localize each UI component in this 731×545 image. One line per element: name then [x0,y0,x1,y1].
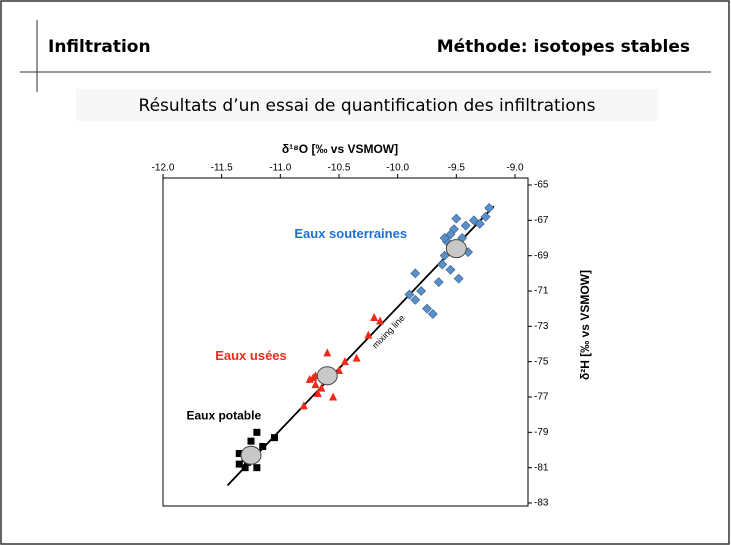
point [453,273,464,284]
point [445,229,456,240]
y-tick-label: -75 [534,356,549,367]
x-axis-label: δ¹⁸O [‰ vs VSMOW] [282,142,398,156]
point [427,309,438,319]
point [253,464,261,472]
header-left: Infiltration [48,37,151,57]
x-tick-label: -11.5 [211,163,233,174]
series-label: Eaux souterraines [294,226,407,241]
point [410,268,421,279]
y-tick-label: -81 [534,462,549,473]
y-tick-label: -79 [534,427,549,438]
point [352,353,361,362]
point [316,366,338,386]
point [404,289,415,300]
x-tick-label: -11.0 [269,163,291,174]
y-tick-label: -83 [534,498,549,509]
y-tick-label: -69 [534,250,549,261]
x-tick-label: -9.5 [448,163,466,174]
point [433,277,444,288]
point [376,316,385,325]
point [364,330,373,339]
point [311,380,320,389]
y-tick-label: -77 [534,392,549,403]
point [313,388,322,397]
caption-box [76,89,658,121]
point [270,434,278,442]
series-label: Eaux usées [215,348,287,363]
point [370,313,379,321]
plot-frame [162,177,529,507]
point [235,460,243,468]
caption: Résultats d’un essai de quantification d… [139,96,596,116]
point [445,239,467,259]
point [410,294,421,305]
point [439,250,450,261]
y-tick-label: -73 [534,321,549,332]
y-tick-label: -71 [534,286,549,297]
point [445,264,456,275]
point [299,401,308,410]
point [259,442,267,450]
point [460,220,471,231]
point [437,259,448,270]
point [474,218,485,229]
point [240,445,262,465]
header-right: Méthode: isotopes stables [437,37,690,57]
x-tick-label: -10.5 [328,163,351,174]
point [416,286,427,296]
point [329,392,338,401]
x-tick-label: -12.0 [152,163,175,174]
point [422,303,432,314]
point [241,464,249,472]
point [317,383,326,392]
point [480,211,491,222]
series-label: Eaux potable [186,409,261,423]
x-tick-label: -10.0 [386,163,409,174]
y-tick-label: -65 [534,180,549,191]
y-tick-label: -67 [534,215,549,226]
point [451,213,462,224]
x-tick-label: -9.0 [506,163,524,174]
point [247,437,255,445]
y-axis-label: δ²H [‰ vs VSMOW] [578,270,592,380]
point [253,428,261,436]
point [323,348,332,357]
point [340,357,349,366]
chart-bg [147,130,533,512]
point [335,366,343,374]
point [235,450,243,458]
point [484,203,495,213]
